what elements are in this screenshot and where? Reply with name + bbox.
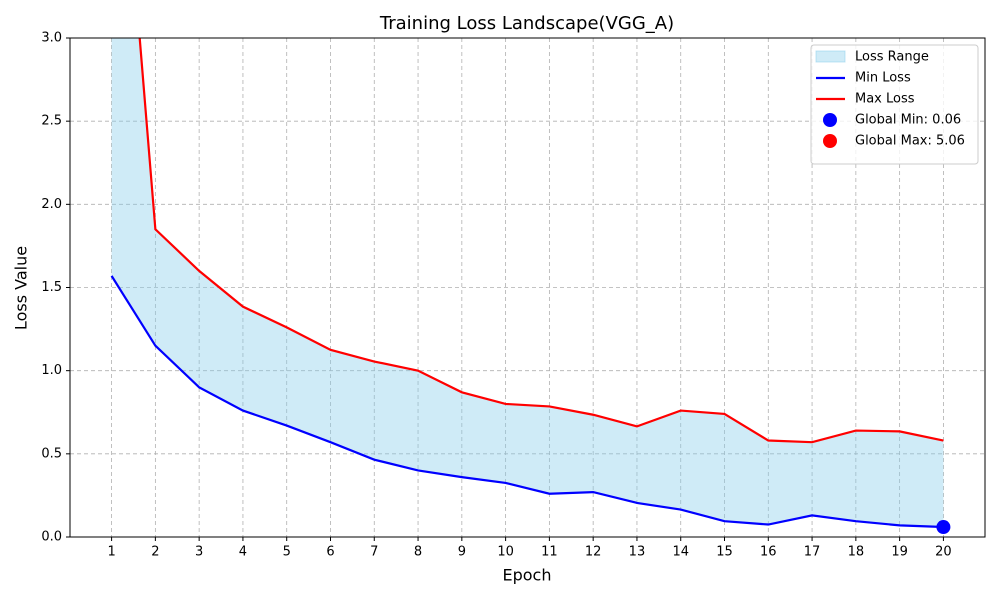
y-axis-label: Loss Value: [12, 246, 31, 330]
y-tick-label: 3.0: [41, 31, 62, 46]
legend-label: Loss Range: [855, 50, 929, 65]
x-tick-label: 12: [585, 545, 602, 560]
x-tick-label: 6: [326, 545, 334, 560]
x-tick-label: 15: [716, 545, 733, 560]
y-tick-label: 2.0: [41, 197, 62, 212]
x-tick-label: 1: [107, 545, 115, 560]
x-tick-label: 13: [629, 545, 646, 560]
x-tick-label: 16: [760, 545, 777, 560]
x-tick-label: 18: [848, 545, 865, 560]
x-tick-label: 3: [195, 545, 203, 560]
extreme-point: [936, 520, 951, 535]
y-tick-label: 1.0: [41, 363, 62, 378]
y-tick-label: 2.5: [41, 114, 62, 129]
line: [138, 38, 944, 444]
x-tick-label: 9: [458, 545, 466, 560]
x-tick-label: 14: [672, 545, 689, 560]
x-tick-label: 19: [891, 545, 908, 560]
legend-label: Global Max: 5.06: [855, 134, 965, 149]
y-tick-label: 1.5: [41, 280, 62, 295]
legend-swatch: [823, 134, 837, 148]
legend-swatch: [815, 50, 846, 63]
legend-label: Global Min: 0.06: [855, 113, 961, 128]
x-axis-label: Epoch: [503, 566, 552, 585]
legend-label: Min Loss: [855, 71, 911, 86]
plot-area: [110, 38, 951, 535]
y-tick-label: 0.0: [41, 530, 62, 545]
chart-title: Training Loss Landscape(VGG_A): [379, 13, 674, 34]
x-tick-label: 7: [370, 545, 378, 560]
x-tick-label: 2: [151, 545, 159, 560]
axes-frame: [69, 37, 986, 538]
legend-swatch: [823, 113, 837, 127]
x-tick-label: 5: [283, 545, 291, 560]
x-tick-label: 8: [414, 545, 422, 560]
legend-label: Max Loss: [855, 92, 915, 107]
x-tick-label: 4: [239, 545, 247, 560]
y-tick-label: 0.5: [41, 446, 62, 461]
legend-box: [810, 44, 979, 165]
line: [110, 275, 944, 529]
x-tick-label: 20: [935, 545, 952, 560]
legend: Loss Range Min Loss Max Loss Global Min: 0.…: [810, 44, 979, 165]
x-tick-label: 11: [541, 545, 558, 560]
x-tick-label: 10: [497, 545, 514, 560]
loss-range-area: [111, 38, 944, 528]
x-tick-label: 17: [804, 545, 821, 560]
